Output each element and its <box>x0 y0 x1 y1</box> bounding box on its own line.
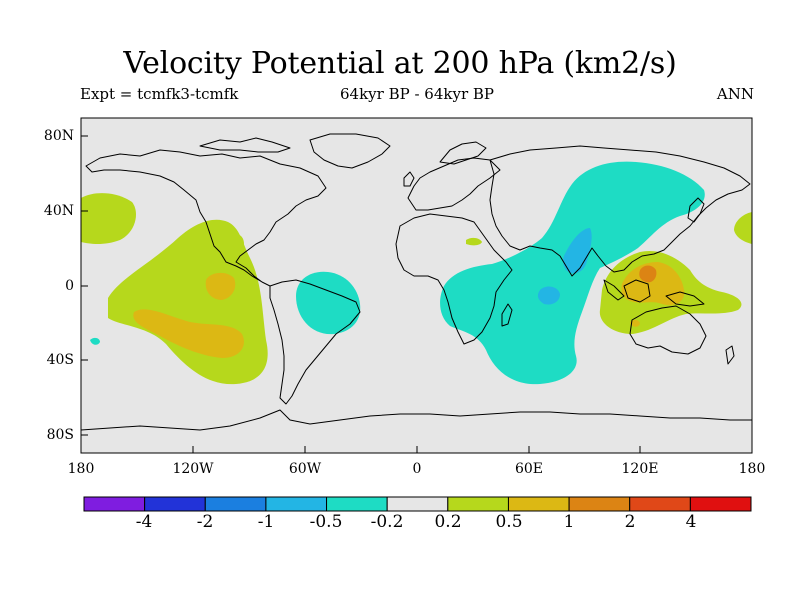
colorbar-box <box>265 496 328 512</box>
colorbar-label: 0.5 <box>495 512 523 532</box>
colorbar <box>83 496 752 512</box>
contour-positive-lobe-dateline-east <box>734 212 752 244</box>
colorbar-label: -0.5 <box>309 512 343 532</box>
plot-title: Velocity Potential at 200 hPa (km2/s) <box>123 46 677 81</box>
period-label: 64kyr BP - 64kyr BP <box>340 85 495 103</box>
contour-negative-red-sea-fleck <box>466 237 482 246</box>
coastline-new-zealand <box>725 345 735 365</box>
colorbar-label: 0.2 <box>434 512 462 532</box>
coastline-japan <box>687 197 705 223</box>
contour-medium-pacific-warm-fleck <box>630 319 640 327</box>
colorbar-label: 2 <box>624 512 636 532</box>
coastline-british-isles <box>403 171 415 187</box>
colorbar-box <box>83 496 146 512</box>
coastline-south-america <box>269 279 361 405</box>
coastline-asia <box>489 145 751 277</box>
coastline-greenland <box>309 133 391 169</box>
coastline-sumatra <box>603 279 625 301</box>
colorbar-label: -2 <box>196 512 214 532</box>
coastline-arctic-islands <box>199 137 291 153</box>
contour-positive-lobe-dateline-west <box>81 193 136 244</box>
colorbar-box <box>568 496 631 512</box>
contour-fills <box>81 161 752 385</box>
lon-label-0: 0 <box>412 461 422 477</box>
coastline-madagascar <box>501 303 513 327</box>
lat-label-40n: 40N <box>43 203 74 219</box>
colorbar-box <box>507 496 570 512</box>
lat-label-80s: 80S <box>46 427 74 443</box>
lat-label-40s: 40S <box>46 352 74 368</box>
colorbar-label: -0.2 <box>370 512 404 532</box>
contour-medium-negative-arabian-sea <box>537 286 560 305</box>
experiment-label: Expt = tcmfk3-tcmfk <box>80 85 239 103</box>
coastlines <box>80 133 752 431</box>
coastline-africa <box>395 213 513 345</box>
lon-label-60e: 60E <box>514 461 544 477</box>
colorbar-box <box>629 496 691 512</box>
colorbar-label: -4 <box>135 512 153 532</box>
contour-strong-maritime-core <box>639 265 657 283</box>
colorbar-label: 4 <box>685 512 697 532</box>
contour-negative-south-america <box>296 271 361 335</box>
contour-medium-maritime-core <box>621 262 685 306</box>
lon-label-120e: 120E <box>621 461 659 477</box>
axis-ticks <box>81 135 641 453</box>
coastline-australia <box>629 305 707 355</box>
colorbar-box <box>689 496 752 512</box>
coastline-north-america <box>85 149 327 287</box>
lon-label-180-left: 180 <box>67 461 95 477</box>
lat-label-0: 0 <box>65 278 74 294</box>
contour-medium-negative-bay-of-bengal <box>563 228 592 274</box>
colorbar-box <box>386 496 449 512</box>
coastline-antarctica <box>80 409 752 431</box>
colorbar-box <box>447 496 509 512</box>
colorbar-box <box>144 496 206 512</box>
contour-negative-small-blip <box>90 337 100 345</box>
coastline-borneo <box>623 279 651 303</box>
lat-label-80n: 80N <box>43 128 74 144</box>
coastline-scandinavia <box>439 141 487 165</box>
lon-label-120w: 120W <box>172 461 214 477</box>
colorbar-label: -1 <box>257 512 275 532</box>
coastline-europe <box>407 157 501 211</box>
season-label: ANN <box>716 85 754 103</box>
colorbar-box <box>204 496 267 512</box>
colorbar-label: 1 <box>563 512 575 532</box>
lon-label-60w: 60W <box>288 461 322 477</box>
coastline-new-guinea <box>665 291 705 307</box>
lon-label-180-right: 180 <box>738 461 766 477</box>
contour-medium-pacific-south-core <box>133 309 244 358</box>
colorbar-box <box>326 496 388 512</box>
contour-medium-pacific-north-core <box>205 272 236 300</box>
contour-positive-pacific-small-blob <box>232 234 244 249</box>
